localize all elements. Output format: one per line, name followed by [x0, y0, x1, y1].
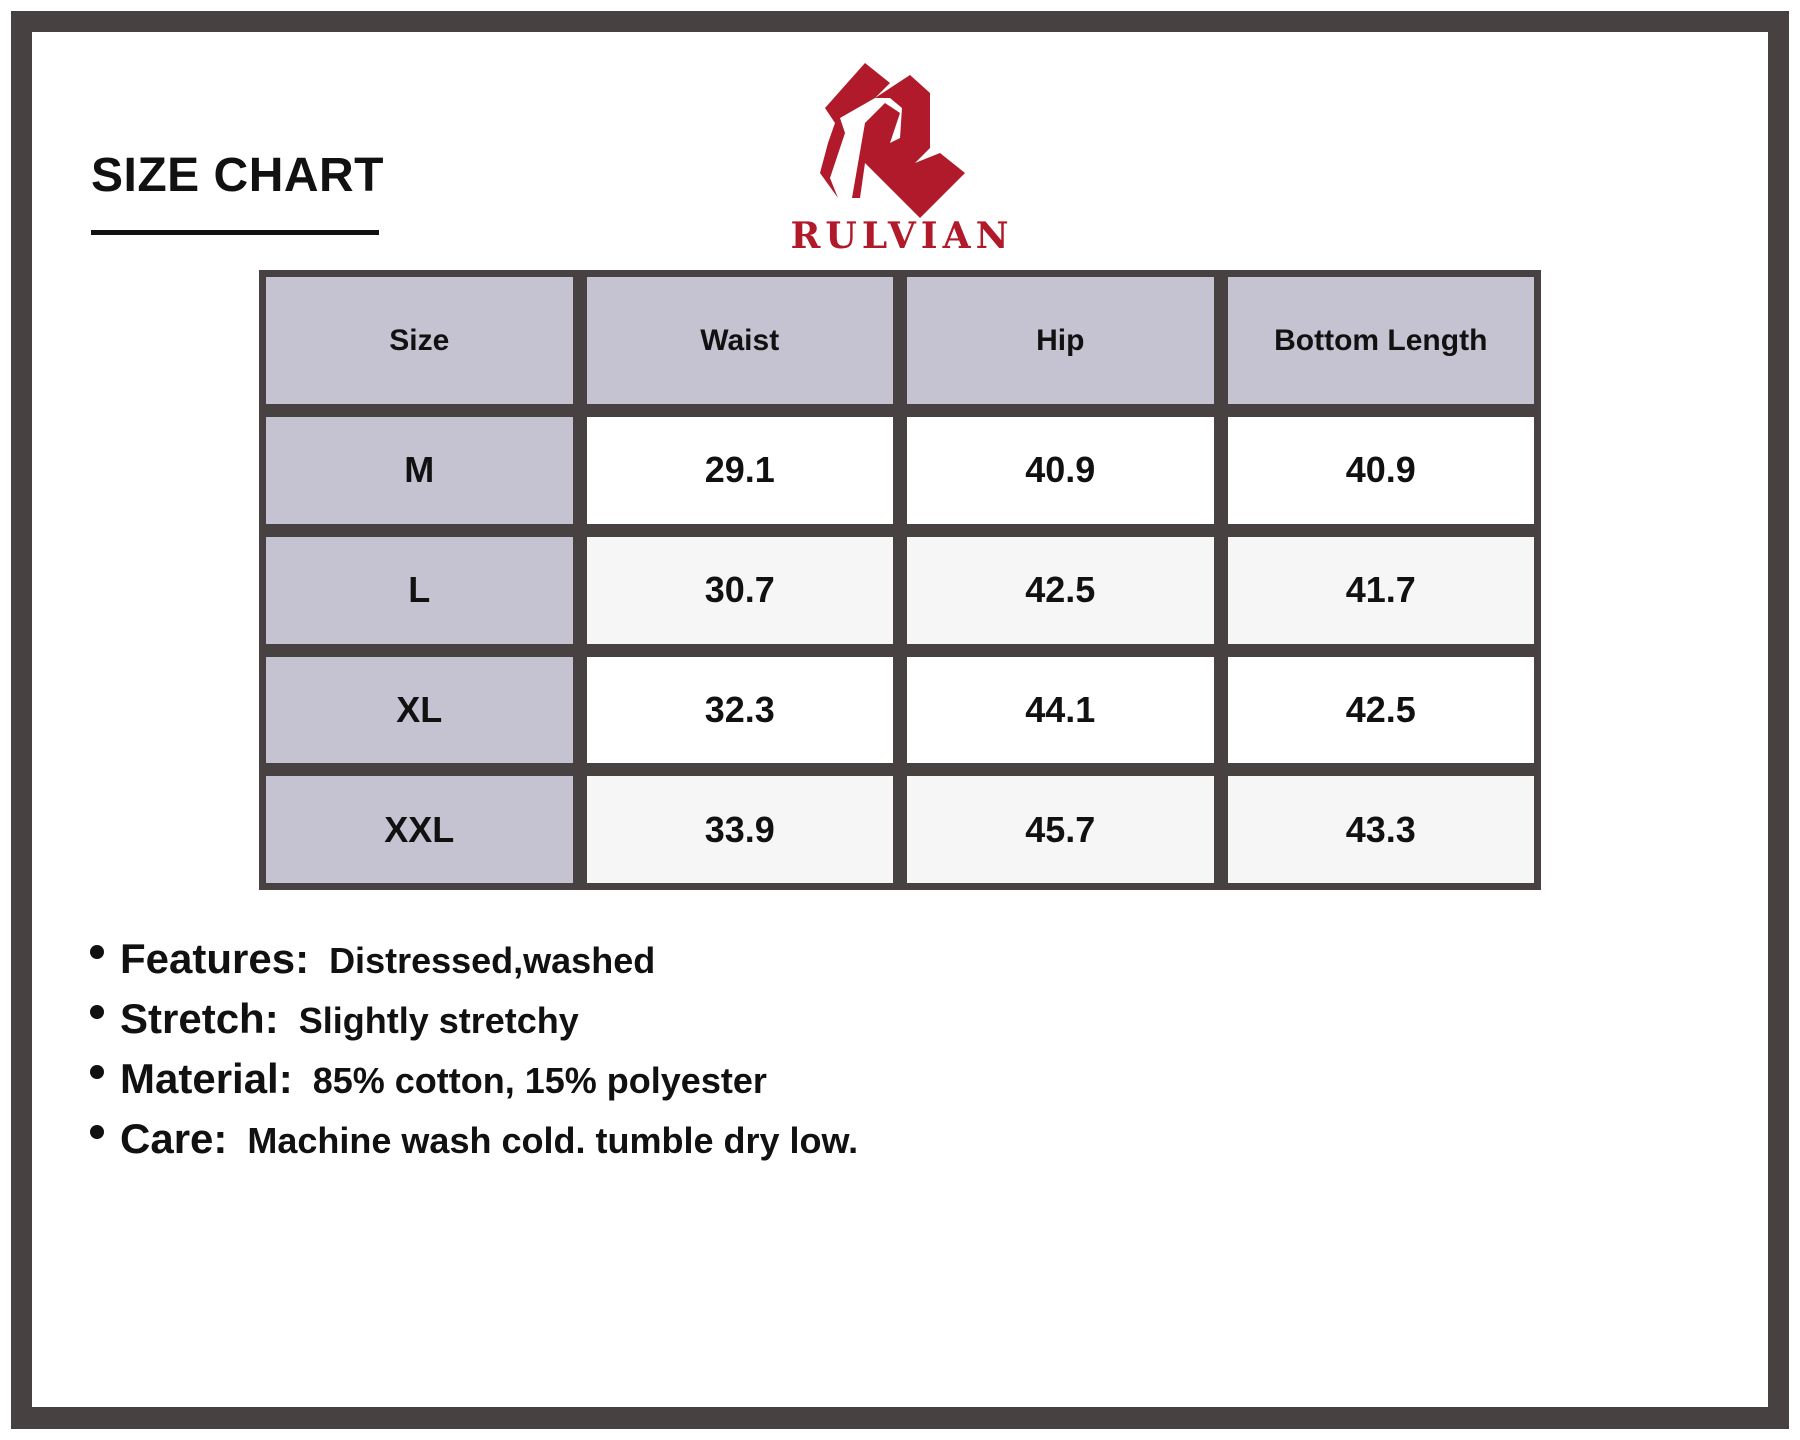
row-bottom-length: 43.3 — [1227, 776, 1534, 883]
row-waist: 29.1 — [586, 417, 893, 524]
note-features: Features: Distressed,washed — [90, 935, 858, 995]
note-value: Machine wash cold. tumble dry low. — [247, 1120, 859, 1161]
row-waist: 30.7 — [586, 536, 893, 644]
brand-logo: RULVIAN — [791, 63, 1014, 253]
row-waist: 32.3 — [586, 656, 893, 764]
product-notes: Features: Distressed,washed Stretch: Sli… — [90, 935, 858, 1175]
note-stretch: Stretch: Slightly stretchy — [90, 995, 858, 1055]
note-label: Features: — [120, 935, 310, 982]
header-waist: Waist — [586, 277, 893, 404]
header-size: Size — [266, 277, 573, 404]
page-title: SIZE CHART — [91, 149, 384, 202]
row-hip: 45.7 — [907, 776, 1214, 883]
row-waist: 33.9 — [586, 776, 893, 883]
note-label: Care: — [120, 1115, 228, 1162]
title-underline — [91, 230, 379, 235]
row-size: L — [266, 536, 573, 644]
note-care: Care: Machine wash cold. tumble dry low. — [90, 1115, 858, 1175]
row-size: XL — [266, 656, 573, 764]
row-bottom-length: 42.5 — [1227, 656, 1534, 764]
bullet-icon — [90, 1065, 104, 1079]
bullet-icon — [90, 945, 104, 959]
bullet-icon — [90, 1005, 104, 1019]
row-hip: 44.1 — [907, 656, 1214, 764]
row-hip: 40.9 — [907, 417, 1214, 524]
header-bottom-length: Bottom Length — [1227, 277, 1534, 404]
brand-name: RULVIAN — [791, 215, 1014, 253]
row-size: M — [266, 417, 573, 524]
bullet-icon — [90, 1125, 104, 1139]
row-bottom-length: 41.7 — [1227, 536, 1534, 644]
note-material: Material: 85% cotton, 15% polyester — [90, 1055, 858, 1115]
row-bottom-length: 40.9 — [1227, 417, 1534, 524]
note-value: 85% cotton, 15% polyester — [312, 1060, 767, 1101]
note-value: Distressed,washed — [329, 940, 656, 981]
note-label: Stretch: — [120, 995, 279, 1042]
row-hip: 42.5 — [907, 536, 1214, 644]
row-size: XXL — [266, 776, 573, 883]
header-hip: Hip — [907, 277, 1214, 404]
note-value: Slightly stretchy — [298, 1000, 579, 1041]
size-table: Size Waist Hip Bottom Length M 29.1 40.9… — [259, 270, 1541, 890]
note-label: Material: — [120, 1055, 293, 1102]
